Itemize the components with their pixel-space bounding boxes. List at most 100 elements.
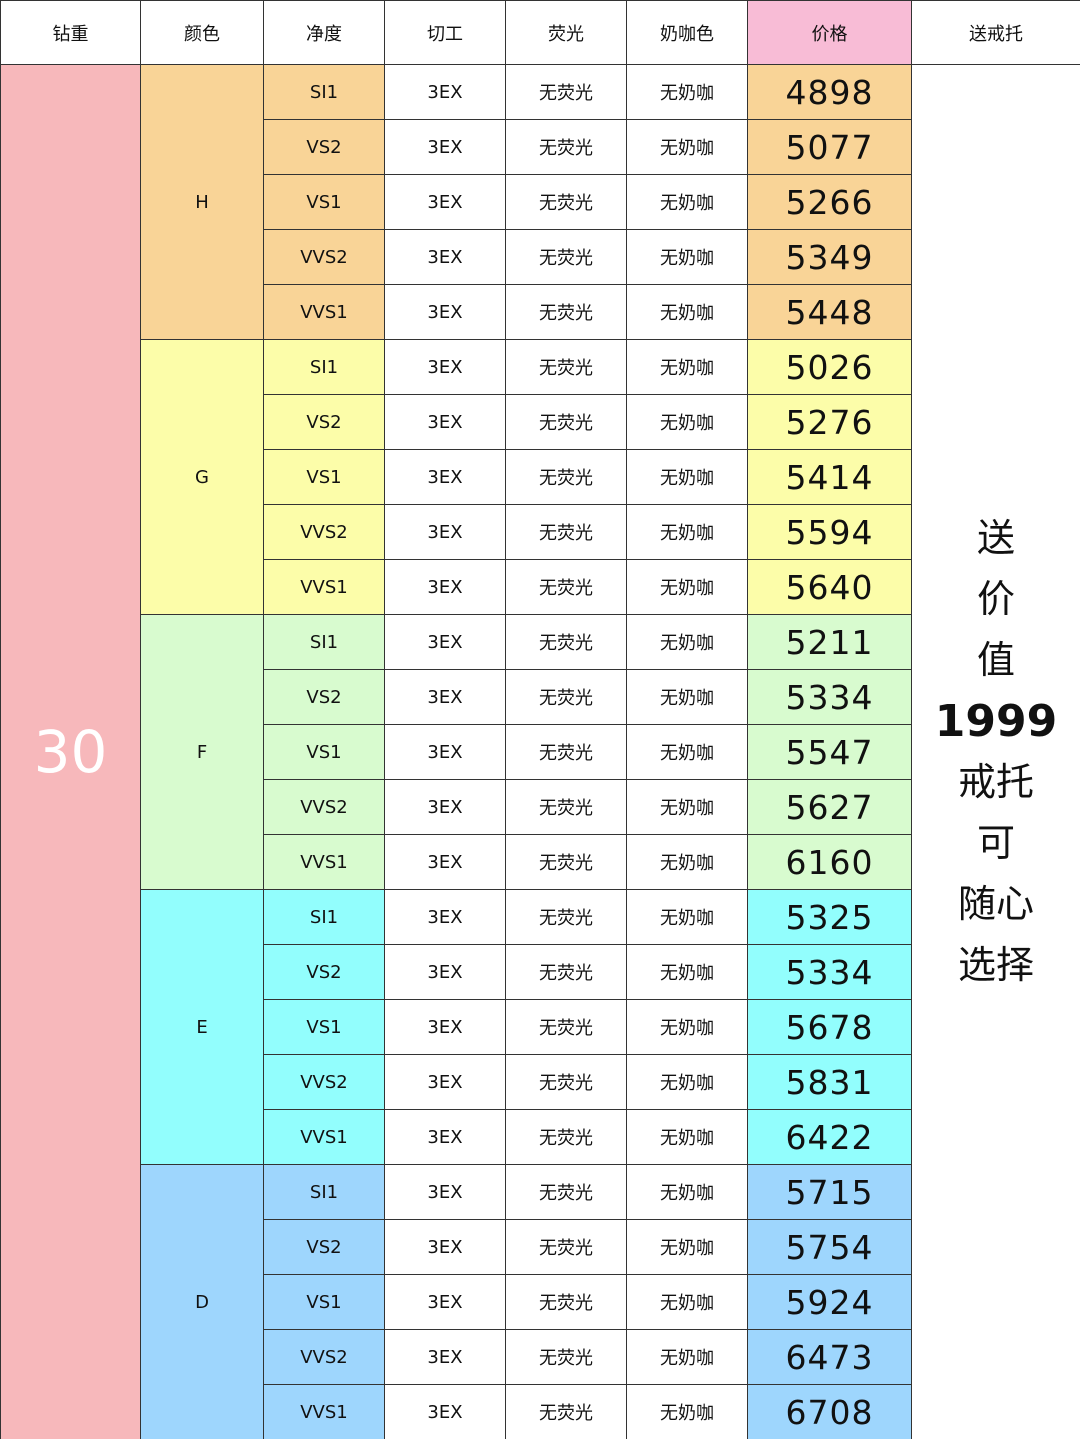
- cut-cell: 3EX: [384, 394, 506, 450]
- gift-text-line: 值: [976, 638, 1015, 682]
- cut-cell: 3EX: [384, 1274, 506, 1330]
- milky-cell: 无奶咖: [626, 504, 748, 560]
- table-row: VS2 3EX 无荧光 无奶咖 5754: [1, 1219, 1080, 1275]
- fluorescence-cell: 无荧光: [505, 834, 627, 890]
- fluorescence-cell: 无荧光: [505, 449, 627, 505]
- price-cell: 5077: [747, 119, 912, 175]
- cut-cell: 3EX: [384, 944, 506, 1000]
- table-row: VVS2 3EX 无荧光 无奶咖 5594: [1, 504, 1080, 560]
- clarity-cell: VS1: [263, 999, 385, 1055]
- milky-cell: 无奶咖: [626, 64, 748, 120]
- clarity-cell: VS1: [263, 1274, 385, 1330]
- fluorescence-cell: 无荧光: [505, 284, 627, 340]
- cut-cell: 3EX: [384, 834, 506, 890]
- milky-cell: 无奶咖: [626, 229, 748, 285]
- table-row: VS1 3EX 无荧光 无奶咖 5414: [1, 449, 1080, 505]
- table-row: VVS1 3EX 无荧光 无奶咖 6708: [1, 1384, 1080, 1439]
- clarity-cell: VS1: [263, 449, 385, 505]
- cut-cell: 3EX: [384, 64, 506, 120]
- fluorescence-cell: 无荧光: [505, 339, 627, 395]
- milky-cell: 无奶咖: [626, 999, 748, 1055]
- table-row: D SI1 3EX 无荧光 无奶咖 5715: [1, 1164, 1080, 1439]
- cut-cell: 3EX: [384, 1054, 506, 1110]
- milky-cell: 无奶咖: [626, 724, 748, 780]
- clarity-cell: SI1: [263, 1164, 385, 1220]
- clarity-cell: SI1: [263, 339, 385, 395]
- header-row: 钻重 颜色 净度 切工 荧光 奶咖色 价格 送戒托: [0, 0, 1080, 65]
- table-body: 30 H SI1 3EX 无荧光 无奶咖 4898 送价值 1999 戒托可随心 选择 VS2 3EX 无…: [0, 64, 1080, 1439]
- clarity-cell: VS2: [263, 394, 385, 450]
- fluorescence-cell: 无荧光: [505, 119, 627, 175]
- fluorescence-cell: 无荧光: [505, 1164, 627, 1220]
- fluorescence-cell: 无荧光: [505, 1384, 627, 1439]
- clarity-cell: VVS1: [263, 1109, 385, 1165]
- cut-cell: 3EX: [384, 999, 506, 1055]
- milky-cell: 无奶咖: [626, 669, 748, 725]
- price-cell: 5448: [747, 284, 912, 340]
- fluorescence-cell: 无荧光: [505, 779, 627, 835]
- cut-cell: 3EX: [384, 174, 506, 230]
- price-cell: 5276: [747, 394, 912, 450]
- color-grade-cell: E: [140, 889, 264, 1165]
- clarity-cell: VVS1: [263, 559, 385, 615]
- fluorescence-cell: 无荧光: [505, 559, 627, 615]
- clarity-cell: VS1: [263, 724, 385, 780]
- milky-cell: 无奶咖: [626, 944, 748, 1000]
- clarity-cell: VVS2: [263, 1329, 385, 1385]
- header-milky: 奶咖色: [626, 0, 748, 65]
- fluorescence-cell: 无荧光: [505, 1329, 627, 1385]
- price-cell: 5754: [747, 1219, 912, 1275]
- price-cell: 5627: [747, 779, 912, 835]
- gift-text-line: 价: [976, 577, 1015, 621]
- cut-cell: 3EX: [384, 1329, 506, 1385]
- price-cell: 5831: [747, 1054, 912, 1110]
- price-cell: 5547: [747, 724, 912, 780]
- milky-cell: 无奶咖: [626, 559, 748, 615]
- cut-cell: 3EX: [384, 119, 506, 175]
- milky-cell: 无奶咖: [626, 1274, 748, 1330]
- header-color: 颜色: [140, 0, 264, 65]
- fluorescence-cell: 无荧光: [505, 614, 627, 670]
- header-cut: 切工: [384, 0, 506, 65]
- header-clarity: 净度: [263, 0, 385, 65]
- fluorescence-cell: 无荧光: [505, 669, 627, 725]
- fluorescence-cell: 无荧光: [505, 174, 627, 230]
- cut-cell: 3EX: [384, 339, 506, 395]
- table-row: VS1 3EX 无荧光 无奶咖 5924: [1, 1274, 1080, 1330]
- cut-cell: 3EX: [384, 284, 506, 340]
- carat-cell: 30: [0, 64, 141, 1439]
- clarity-cell: VS2: [263, 944, 385, 1000]
- milky-cell: 无奶咖: [626, 119, 748, 175]
- milky-cell: 无奶咖: [626, 394, 748, 450]
- milky-cell: 无奶咖: [626, 1164, 748, 1220]
- cut-cell: 3EX: [384, 779, 506, 835]
- milky-cell: 无奶咖: [626, 1329, 748, 1385]
- fluorescence-cell: 无荧光: [505, 1219, 627, 1275]
- price-cell: 5924: [747, 1274, 912, 1330]
- table-row: G SI1 3EX 无荧光 无奶咖 5026: [1, 339, 1080, 615]
- milky-cell: 无奶咖: [626, 339, 748, 395]
- table-row: VS2 3EX 无荧光 无奶咖 5334: [1, 669, 1080, 725]
- cut-cell: 3EX: [384, 229, 506, 285]
- price-cell: 5334: [747, 669, 912, 725]
- milky-cell: 无奶咖: [626, 449, 748, 505]
- price-cell: 5211: [747, 614, 912, 670]
- price-cell: 4898: [747, 64, 912, 120]
- price-cell: 5334: [747, 944, 912, 1000]
- gift-text-line: 戒托: [957, 760, 1034, 804]
- cut-cell: 3EX: [384, 669, 506, 725]
- clarity-cell: VS2: [263, 1219, 385, 1275]
- price-cell: 5349: [747, 229, 912, 285]
- table-row: VS2 3EX 无荧光 无奶咖 5276: [1, 394, 1080, 450]
- fluorescence-cell: 无荧光: [505, 504, 627, 560]
- price-cell: 6160: [747, 834, 912, 890]
- milky-cell: 无奶咖: [626, 1054, 748, 1110]
- price-cell: 5026: [747, 339, 912, 395]
- cut-cell: 3EX: [384, 1384, 506, 1439]
- table-row: VVS2 3EX 无荧光 无奶咖 5349: [1, 229, 1080, 285]
- milky-cell: 无奶咖: [626, 1384, 748, 1439]
- cut-cell: 3EX: [384, 1164, 506, 1220]
- color-grade-cell: D: [140, 1164, 264, 1439]
- clarity-cell: VS1: [263, 174, 385, 230]
